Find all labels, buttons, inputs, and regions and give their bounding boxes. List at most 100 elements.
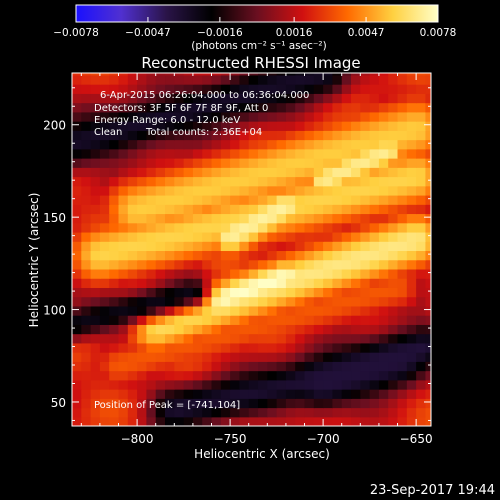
heatmap-cell bbox=[323, 185, 334, 196]
heatmap-cell bbox=[425, 74, 431, 85]
heatmap-cell bbox=[341, 407, 352, 418]
heatmap-cell bbox=[323, 84, 334, 94]
colorbar-tick-label: −0.0047 bbox=[125, 27, 171, 39]
heatmap-cell bbox=[109, 361, 120, 372]
heatmap-cell bbox=[276, 250, 287, 261]
heatmap-cell bbox=[202, 296, 213, 307]
heatmap-cell bbox=[276, 333, 287, 344]
heatmap-cell bbox=[388, 278, 399, 288]
heatmap-cell bbox=[267, 370, 278, 381]
heatmap-cell bbox=[351, 315, 361, 325]
heatmap-cell bbox=[174, 324, 185, 335]
heatmap-cell bbox=[416, 259, 427, 270]
heatmap-cell bbox=[378, 259, 389, 270]
heatmap-cell bbox=[230, 241, 241, 252]
heatmap-cell bbox=[397, 148, 408, 159]
heatmap-cell bbox=[416, 278, 427, 288]
heatmap-cell bbox=[267, 204, 278, 215]
heatmap-cell bbox=[323, 73, 334, 76]
heatmap-cell bbox=[239, 139, 250, 150]
heatmap-cell bbox=[313, 130, 324, 141]
heatmap-cell bbox=[406, 231, 417, 242]
heatmap-cell bbox=[258, 407, 268, 418]
heatmap-cell bbox=[360, 268, 371, 279]
heatmap-cell bbox=[267, 130, 278, 141]
heatmap-cell bbox=[276, 84, 287, 94]
heatmap-cell bbox=[369, 185, 380, 196]
heatmap-cell bbox=[351, 398, 361, 409]
heatmap-cell bbox=[230, 231, 241, 242]
heatmap-cell bbox=[313, 231, 324, 242]
heatmap-cell bbox=[351, 231, 361, 242]
heatmap-cell bbox=[341, 111, 352, 122]
heatmap-cell bbox=[165, 241, 175, 252]
clean-annotation: Clean bbox=[94, 127, 122, 138]
heatmap-cell bbox=[285, 167, 296, 178]
heatmap-cell bbox=[304, 130, 315, 141]
heatmap-cell bbox=[416, 342, 427, 353]
heatmap-cell bbox=[90, 139, 101, 150]
heatmap-cell bbox=[388, 73, 399, 76]
heatmap-cell bbox=[267, 250, 278, 261]
x-tick-label: −650 bbox=[400, 432, 433, 446]
heatmap-cell bbox=[276, 176, 287, 187]
heatmap-cell bbox=[369, 93, 380, 104]
heatmap-cell bbox=[369, 305, 380, 316]
heatmap-cell bbox=[323, 259, 334, 270]
heatmap-cell bbox=[174, 213, 185, 224]
heatmap-cell bbox=[304, 416, 315, 426]
heatmap-cell bbox=[118, 370, 129, 381]
heatmap-cell bbox=[258, 305, 268, 316]
heatmap-cell bbox=[118, 389, 129, 399]
heatmap-cell bbox=[341, 352, 352, 362]
heatmap-cell bbox=[304, 213, 315, 224]
heatmap-cell bbox=[81, 268, 92, 279]
heatmap-cell bbox=[397, 250, 408, 261]
heatmap-cell bbox=[72, 398, 82, 409]
heatmap-cell bbox=[416, 361, 427, 372]
heatmap-cell bbox=[127, 324, 138, 335]
heatmap-cell bbox=[323, 148, 334, 159]
heatmap-cell bbox=[155, 352, 166, 362]
heatmap-cell bbox=[369, 139, 380, 150]
heatmap-cell bbox=[332, 398, 343, 409]
heatmap-cell bbox=[183, 379, 194, 390]
heatmap-cell bbox=[165, 93, 175, 104]
heatmap-cell bbox=[109, 213, 120, 224]
heatmap-cell bbox=[109, 121, 120, 131]
heatmap-cell bbox=[276, 194, 287, 205]
heatmap-cell bbox=[341, 241, 352, 252]
heatmap-cell bbox=[127, 130, 138, 141]
heatmap-cell bbox=[192, 102, 203, 113]
heatmap-cell bbox=[406, 185, 417, 196]
heatmap-cell bbox=[416, 185, 427, 196]
heatmap-cell bbox=[332, 167, 343, 178]
heatmap-cell bbox=[267, 296, 278, 307]
heatmap-cell bbox=[360, 241, 371, 252]
heatmap-cell bbox=[388, 342, 399, 353]
heatmap-cell bbox=[276, 342, 287, 353]
heatmap-cell bbox=[267, 185, 278, 196]
heatmap-cell bbox=[174, 167, 185, 178]
heatmap-cell bbox=[127, 121, 138, 131]
heatmap-cell bbox=[276, 287, 287, 298]
heatmap-cell bbox=[220, 213, 231, 224]
heatmap-cell bbox=[248, 241, 259, 252]
heatmap-cell bbox=[378, 213, 389, 224]
heatmap-cell bbox=[304, 287, 315, 298]
heatmap-cell bbox=[90, 389, 101, 399]
heatmap-cell bbox=[406, 111, 417, 122]
heatmap-cell bbox=[276, 268, 287, 279]
heatmap-cell bbox=[118, 148, 129, 159]
heatmap-cell bbox=[230, 352, 241, 362]
heatmap-cell bbox=[323, 158, 334, 168]
heatmap-cell bbox=[137, 407, 147, 418]
plot-annotations: 6-Apr-2015 06:26:04.000 to 06:36:04.000 … bbox=[94, 90, 309, 411]
heatmap-cell bbox=[183, 342, 194, 353]
heatmap-cell bbox=[369, 250, 380, 261]
heatmap-cell bbox=[276, 74, 287, 85]
heatmap-cell bbox=[211, 231, 222, 242]
heatmap-cell bbox=[146, 342, 157, 353]
heatmap-cell bbox=[258, 222, 268, 233]
